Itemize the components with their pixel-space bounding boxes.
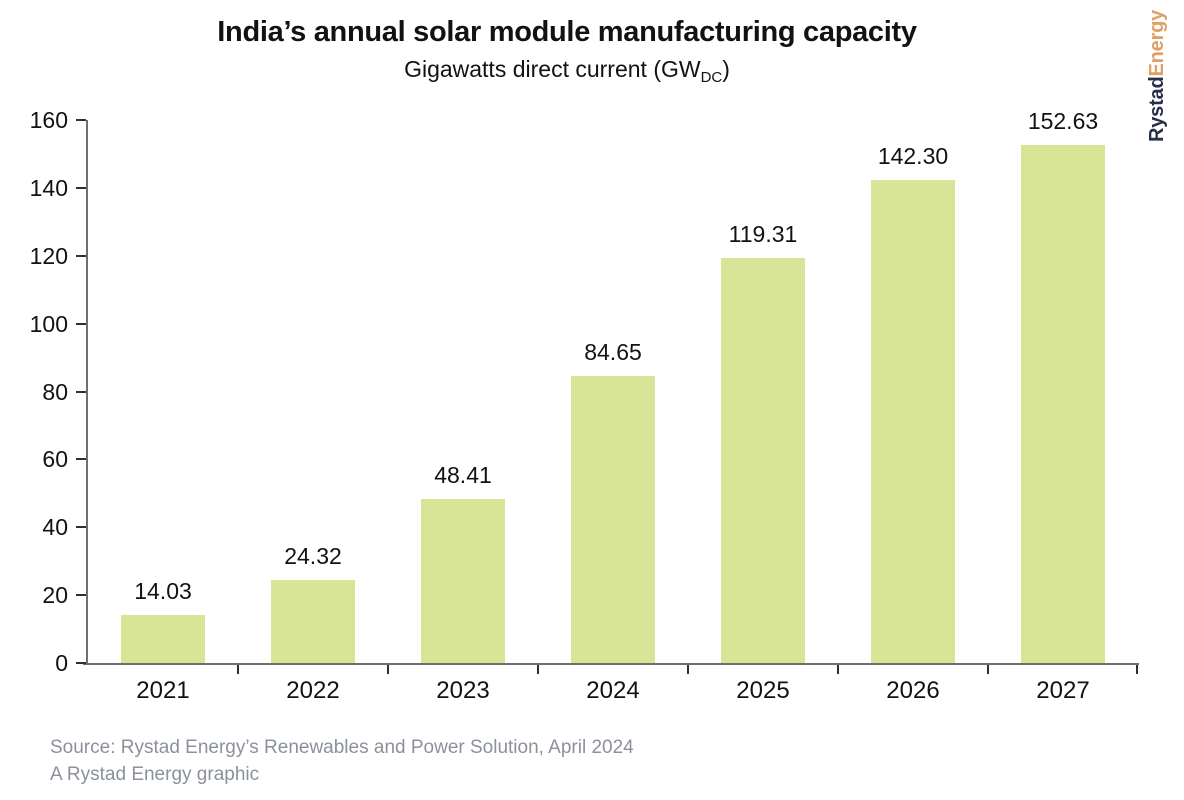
bar-2025 <box>721 258 805 663</box>
y-tick-label-80: 80 <box>42 378 68 405</box>
x-tick-boundary-6 <box>987 665 989 674</box>
y-tick-120 <box>76 254 86 257</box>
x-tick-boundary-7 <box>1136 665 1138 674</box>
x-tick-label-2024: 2024 <box>586 677 640 704</box>
y-axis-line <box>86 120 88 665</box>
x-tick-boundary-4 <box>687 665 689 674</box>
bar-2023 <box>421 498 505 663</box>
x-tick-boundary-1 <box>237 665 239 674</box>
x-tick-label-2026: 2026 <box>886 677 940 704</box>
x-tick-label-2025: 2025 <box>736 677 790 704</box>
bar-value-2026: 142.30 <box>877 143 949 170</box>
y-tick-40 <box>76 526 86 529</box>
y-tick-label-120: 120 <box>29 242 68 269</box>
y-tick-label-60: 60 <box>42 446 68 473</box>
y-tick-label-0: 0 <box>55 650 68 676</box>
source-line-2: A Rystad Energy graphic <box>50 764 260 785</box>
bar-value-2022: 24.32 <box>284 543 342 570</box>
source-line-1: Source: Rystad Energy’s Renewables and P… <box>50 737 634 758</box>
bar-2027 <box>1021 145 1105 663</box>
y-tick-80 <box>76 390 86 393</box>
x-tick-boundary-5 <box>837 665 839 674</box>
y-tick-140 <box>76 186 86 189</box>
y-tick-100 <box>76 322 86 325</box>
logo-rystad: Rystad <box>1146 76 1168 143</box>
y-tick-label-160: 160 <box>29 107 68 133</box>
y-tick-60 <box>76 458 86 461</box>
chart-subtitle: Gigawatts direct current (GWDC) <box>0 56 1134 86</box>
plot-area: 0 20 40 60 80 100 120 140 160 14.03 2021 24.32 2022 4… <box>30 107 1139 704</box>
x-tick-boundary-3 <box>537 665 539 674</box>
bar-2026 <box>871 180 955 663</box>
x-tick-label-2027: 2027 <box>1036 677 1090 704</box>
y-tick-label-100: 100 <box>29 310 68 337</box>
chart-title: India’s annual solar module manufacturin… <box>217 16 917 48</box>
logo-energy: Energy <box>1146 9 1168 77</box>
y-tick-20 <box>76 594 86 597</box>
y-tick-160 <box>76 119 86 121</box>
x-tick-label-2021: 2021 <box>136 677 190 704</box>
subtitle-subscript: DC <box>700 69 723 86</box>
x-tick-label-2022: 2022 <box>286 677 340 704</box>
bar-2024 <box>571 375 655 663</box>
bar-value-2021: 14.03 <box>134 578 192 605</box>
bar-value-2025: 119.31 <box>728 221 798 248</box>
subtitle-main: Gigawatts direct current (GW <box>404 56 701 82</box>
source-note: Source: Rystad Energy’s Renewables and P… <box>50 734 634 788</box>
subtitle-end: ) <box>722 56 730 82</box>
y-tick-label-20: 20 <box>42 582 68 609</box>
bar-value-2024: 84.65 <box>584 338 642 365</box>
x-tick-boundary-2 <box>387 665 389 674</box>
bar-2021 <box>121 615 205 663</box>
y-tick-label-140: 140 <box>29 174 68 201</box>
bar-value-2023: 48.41 <box>434 461 492 488</box>
x-tick-label-2023: 2023 <box>436 677 490 704</box>
bar-2022 <box>271 580 355 663</box>
bar-value-2027: 152.63 <box>1027 108 1099 135</box>
x-axis-line <box>83 663 1139 665</box>
y-tick-label-40: 40 <box>42 514 68 541</box>
rystad-energy-logo: RystadEnergy <box>1146 10 1169 142</box>
y-tick-0 <box>76 662 86 664</box>
